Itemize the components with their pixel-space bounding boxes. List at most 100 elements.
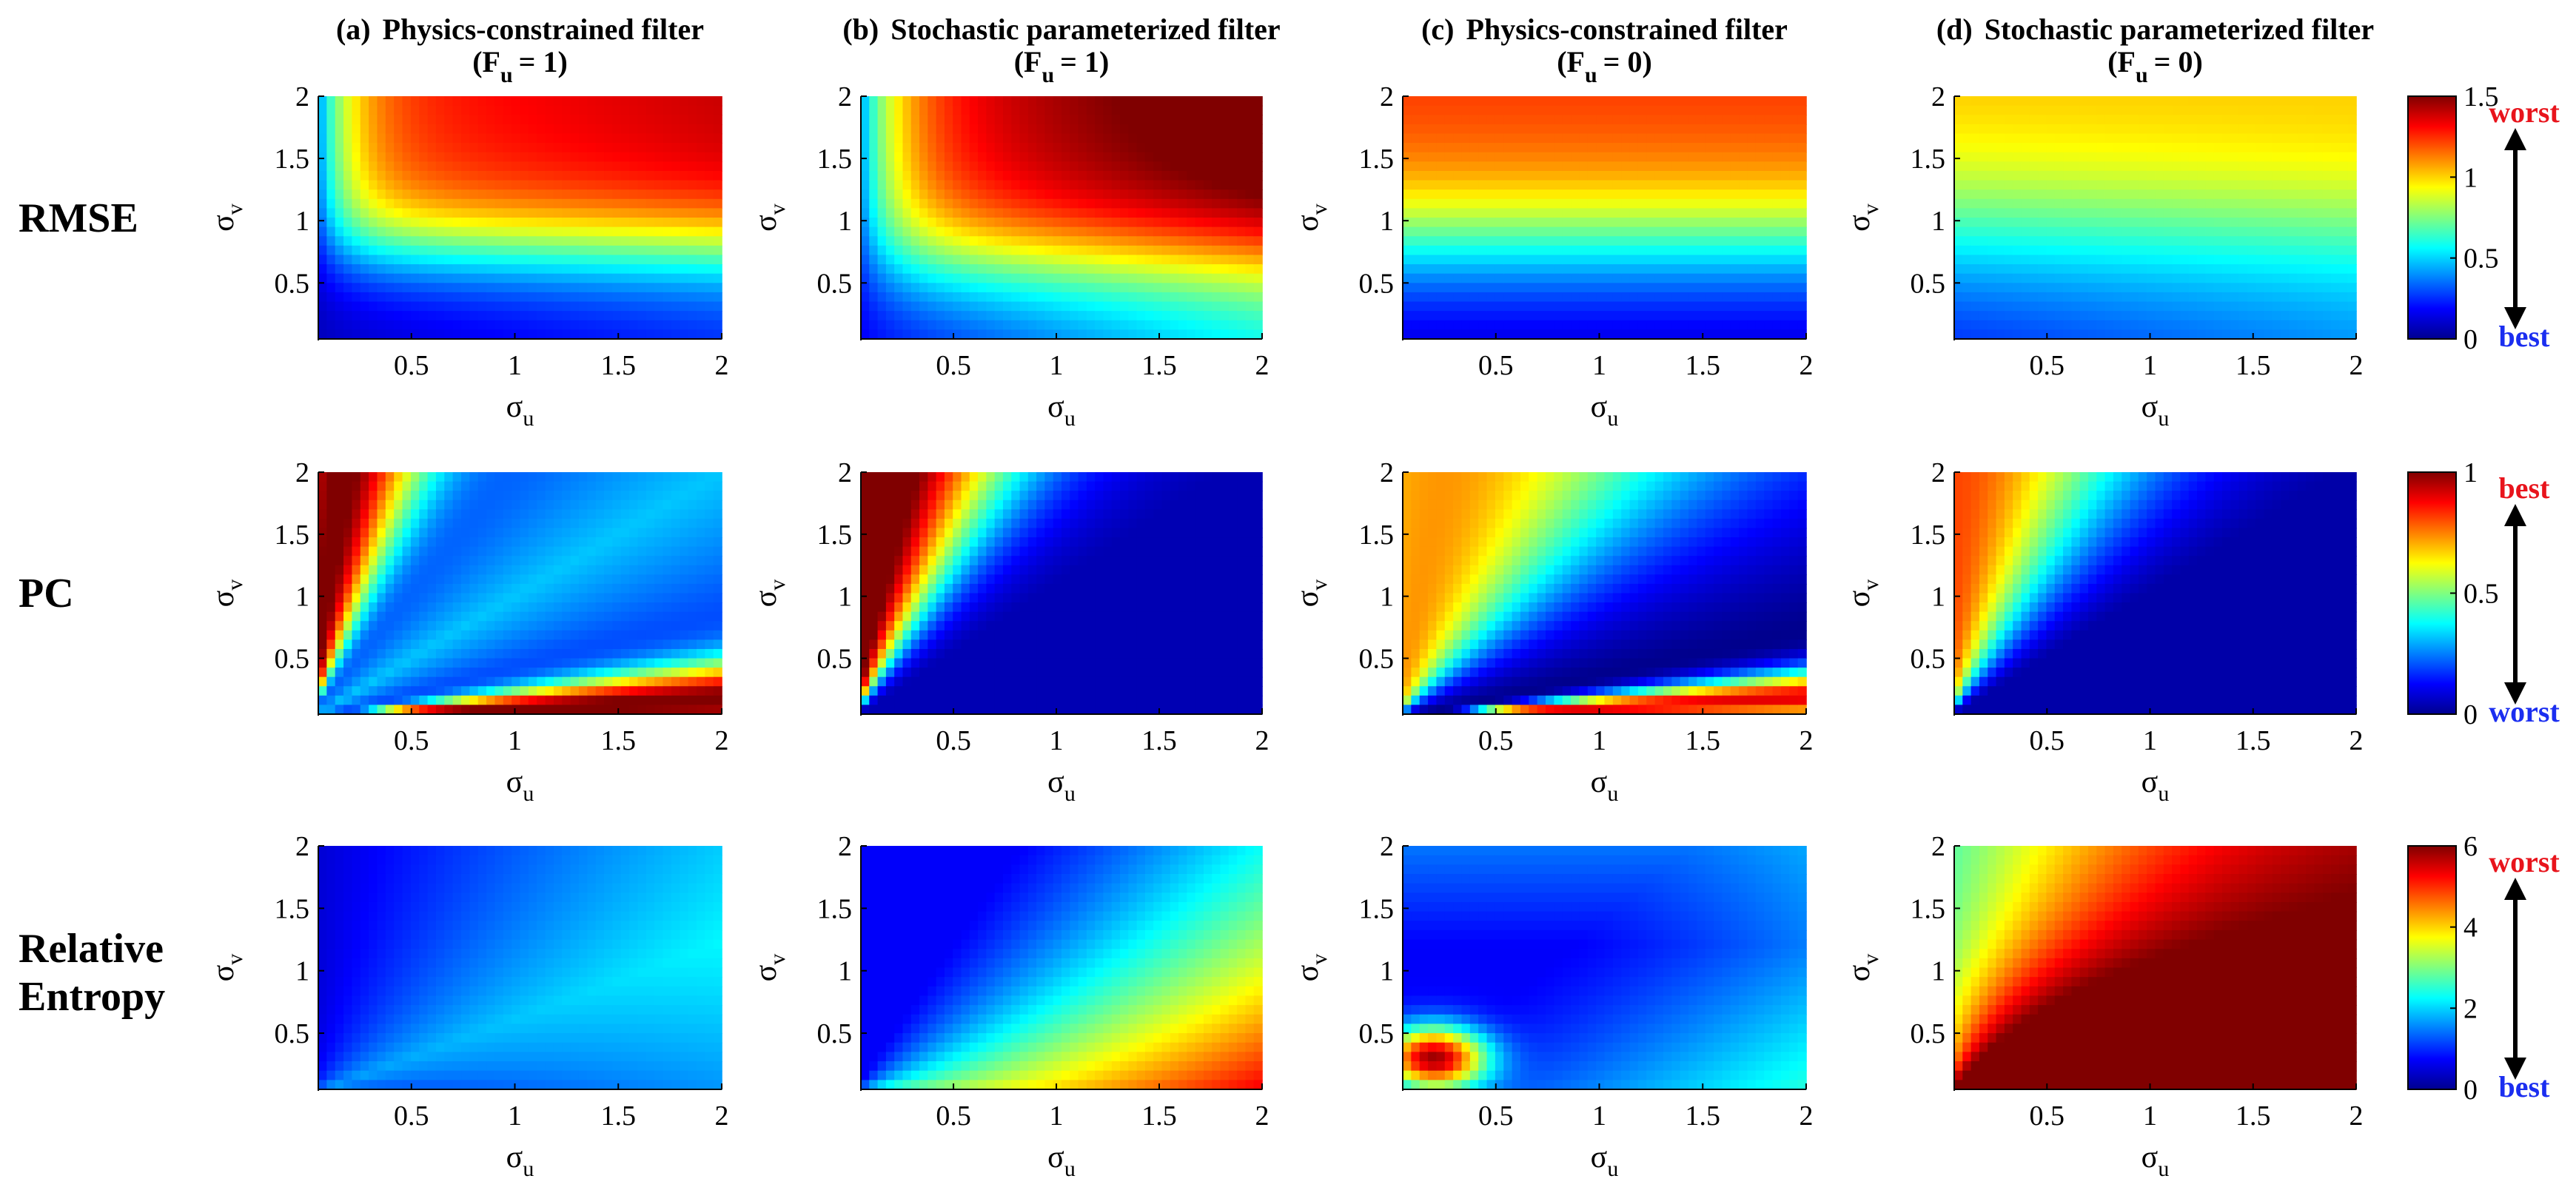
heatmap-cell [2155,115,2164,125]
heatmap-cell [637,133,647,144]
heatmap-cell [944,329,954,340]
heatmap-cell [1478,292,1488,303]
heatmap-cell [2063,189,2073,200]
heatmap-cell [2130,273,2139,284]
heatmap-cell [1103,143,1113,153]
heatmap-cell [1044,329,1054,340]
heatmap-cell [2004,301,2013,312]
heatmap-cell [1444,226,1454,238]
heatmap-cell [1044,255,1054,265]
heatmap-cell [2205,320,2215,331]
heatmap-cell [1095,152,1104,163]
heatmap-cell [1797,115,1807,125]
heatmap-cell [961,96,970,107]
heatmap-cell [1011,245,1021,256]
heatmap-cell [1739,301,1748,312]
heatmap-cell [2121,320,2131,331]
heatmap-cell [1764,115,1774,125]
heatmap-cell [877,115,887,125]
heatmap-cell [1730,161,1740,172]
heatmap-cell [713,329,722,340]
heatmap-cell [419,320,429,331]
heatmap-cell [1053,105,1062,116]
heatmap-cell [1571,96,1580,107]
heatmap-cell [2104,320,2114,331]
heatmap-cell [469,143,479,153]
heatmap-cell [2238,292,2248,303]
heatmap-cell [1036,320,1046,331]
heatmap-cell [1520,292,1530,303]
heatmap-cell [910,264,920,275]
heatmap-cell [1237,292,1247,303]
heatmap-cell [1027,105,1037,116]
heatmap-cell [2172,152,2181,163]
heatmap-cell [2121,115,2131,125]
heatmap-cell [553,105,563,116]
heatmap-cell [545,124,554,135]
heatmap-cell [2155,208,2164,218]
heatmap-cell [1680,236,1689,246]
heatmap-cell [2163,301,2173,312]
heatmap-cell [1469,96,1479,107]
heatmap-cell [2029,198,2039,209]
heatmap-cell [1044,311,1054,321]
heatmap-cell [1011,273,1021,284]
heatmap-cell [671,320,681,331]
heatmap-cell [1739,255,1748,265]
heatmap-cell [1428,264,1438,275]
heatmap-cell [1053,96,1062,107]
heatmap-cell [1469,208,1479,218]
heatmap-cell [2281,245,2290,256]
heatmap-cell [2205,115,2215,125]
heatmap-cell [410,320,420,331]
heatmap-cell [1027,292,1037,303]
heatmap-cell [1486,152,1496,163]
heatmap-cell [2247,152,2257,163]
heatmap-cell [1237,152,1247,163]
heatmap-cell [1780,152,1791,163]
heatmap-cell [1103,320,1113,331]
heatmap-cell [318,133,328,144]
heatmap-cell [1220,311,1230,321]
heatmap-cell [1512,198,1521,209]
heatmap-cell [595,180,605,190]
heatmap-cell [953,152,962,163]
heatmap-cell [553,273,563,284]
heatmap-cell [953,255,962,265]
heatmap-cell [1469,152,1479,163]
heatmap-cell [961,311,970,321]
heatmap-cell [402,143,412,153]
heatmap-cell [944,273,954,284]
heatmap-cell [1195,255,1204,265]
heatmap-cell [570,133,580,144]
heatmap-cell [1537,273,1546,284]
heatmap-cell [1797,143,1807,153]
heatmap-cell [435,189,446,200]
heatmap-cell [1187,236,1196,246]
heatmap-cell [2163,105,2173,116]
heatmap-cell [394,115,403,125]
heatmap-cell [961,236,970,246]
heatmap-cell [1495,245,1505,256]
heatmap-cell [1461,152,1471,163]
heatmap-cell [978,133,987,144]
heatmap-cell [1478,273,1488,284]
heatmap-cell [1554,273,1563,284]
heatmap-cell [1136,236,1146,246]
heatmap-cell [343,226,353,238]
heatmap-cell [1203,161,1213,172]
heatmap-cell [2289,180,2298,190]
heatmap-cell [928,329,937,340]
heatmap-cell [2004,264,2013,275]
heatmap-cell [587,161,597,172]
heatmap-cell [1053,161,1062,172]
heatmap-cell [545,180,554,190]
heatmap-cell [369,180,378,190]
heatmap-cell [1212,152,1221,163]
heatmap-cell [1187,292,1196,303]
heatmap-cell [1203,115,1213,125]
heatmap-cell [1520,311,1530,321]
heatmap-cell [1663,226,1673,238]
heatmap-cell [1571,292,1580,303]
heatmap-cell [1111,236,1121,246]
